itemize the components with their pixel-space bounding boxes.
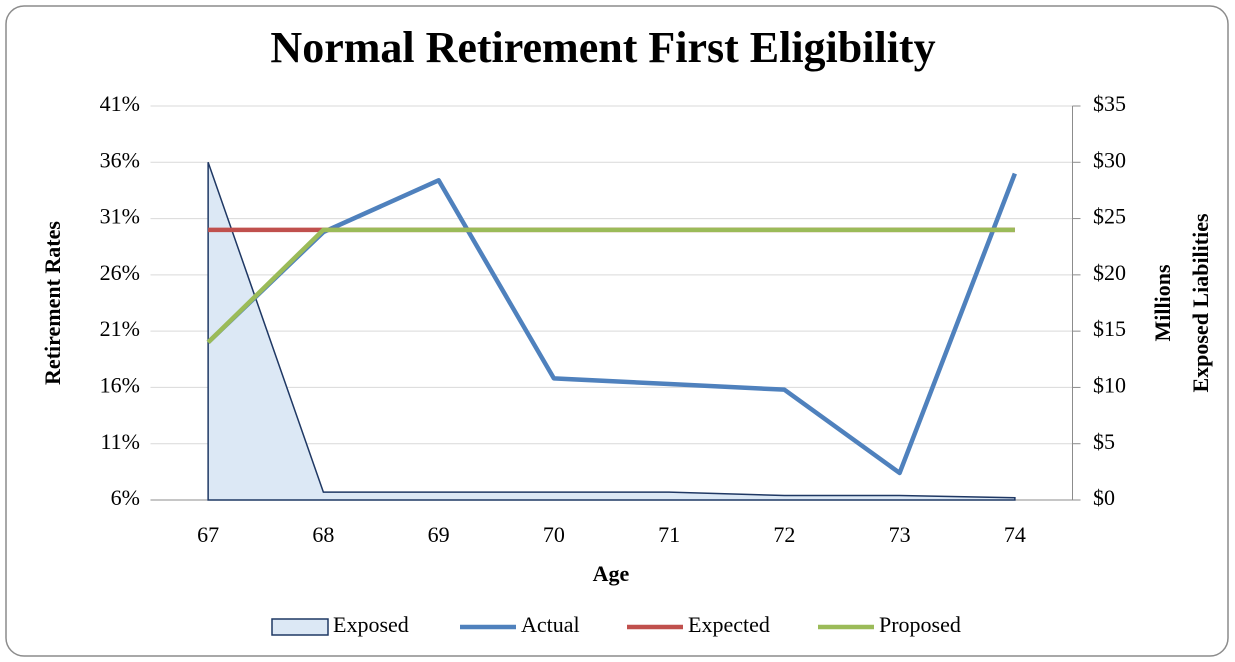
area <box>207 162 1016 501</box>
y-axis-label: Retirement Rates <box>40 221 65 385</box>
y2-tick-label: $20 <box>1093 260 1126 285</box>
y-tick-label: 41% <box>100 91 140 116</box>
y2-tick-label: $35 <box>1093 91 1126 116</box>
x-tick-label: 69 <box>428 522 450 547</box>
legend-label: Exposed <box>333 612 409 637</box>
legend-label: Expected <box>688 612 770 637</box>
y-tick-label: 31% <box>100 204 140 229</box>
x-tick-label: 74 <box>1004 522 1026 547</box>
y2-tick-label: $30 <box>1093 147 1126 172</box>
x-axis-label: Age <box>593 561 630 586</box>
x-tick-label: 67 <box>197 522 219 547</box>
y-tick-label: 11% <box>100 429 140 454</box>
y2-axis-label: Exposed Liabilities <box>1188 213 1213 393</box>
line <box>206 227 1015 345</box>
x-tick-label: 71 <box>658 522 680 547</box>
legend-label: Actual <box>521 612 580 637</box>
y2-tick-label: $25 <box>1093 204 1126 229</box>
y-tick-label: 36% <box>100 147 140 172</box>
x-tick-label: 68 <box>312 522 334 547</box>
x-tick-label: 73 <box>889 522 911 547</box>
y-tick-label: 6% <box>111 485 140 510</box>
chart-title: Normal Retirement First Eligibility <box>270 23 935 72</box>
legend-label: Proposed <box>879 612 961 637</box>
y2-tick-label: $10 <box>1093 372 1126 397</box>
y2-axis-label: Millions <box>1150 264 1175 341</box>
y-tick-label: 21% <box>100 316 140 341</box>
y-tick-label: 26% <box>100 260 140 285</box>
y2-tick-label: $5 <box>1093 429 1115 454</box>
x-tick-label: 70 <box>543 522 565 547</box>
line <box>206 172 1017 476</box>
legend-swatch <box>271 618 329 636</box>
x-tick-label: 72 <box>773 522 795 547</box>
y2-tick-label: $0 <box>1093 485 1115 510</box>
y-tick-label: 16% <box>100 372 140 397</box>
y2-tick-label: $15 <box>1093 316 1126 341</box>
